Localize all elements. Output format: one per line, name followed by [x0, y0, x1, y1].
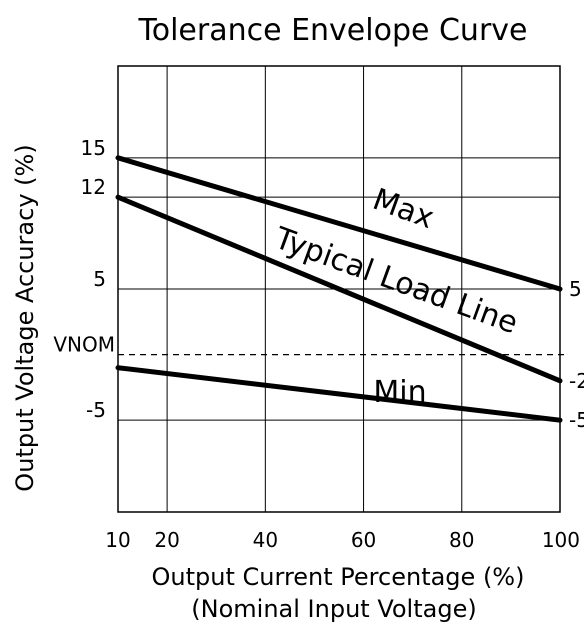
curve-label-max: Max: [368, 182, 438, 236]
end-label-min: -5: [569, 408, 584, 432]
y-axis-title: Output Voltage Accuracy (%): [11, 144, 39, 491]
plot-frame: [117, 65, 561, 513]
x-axis-subtitle: (Nominal Input Voltage): [191, 595, 476, 623]
y-tick-labels: 15 12 5 VNOM -5: [53, 136, 115, 422]
x-axis-title: Output Current Percentage (%): [152, 563, 525, 591]
x-tick-labels: 10 20 40 60 80 100: [105, 528, 580, 552]
curve-label-min: Min: [373, 375, 426, 410]
y-tick-label-5: 5: [93, 267, 106, 291]
x-tick-label-60: 60: [351, 528, 376, 552]
x-tick-label-100: 100: [542, 528, 580, 552]
chart-title: Tolerance Envelope Curve: [137, 13, 527, 48]
y-tick-label--5: -5: [86, 398, 106, 422]
series-line-typical-load-line: [115, 194, 563, 384]
x-tick-label-10: 10: [105, 528, 130, 552]
x-tick-label-20: 20: [154, 528, 179, 552]
y-tick-label-vnom: VNOM: [53, 333, 115, 357]
x-tick-label-40: 40: [253, 528, 278, 552]
grid: [118, 66, 560, 512]
end-value-labels: 5 -2 -5: [569, 277, 584, 432]
x-tick-label-80: 80: [449, 528, 474, 552]
end-label-typical-load-line: -2: [569, 369, 584, 393]
y-tick-label-15: 15: [81, 136, 106, 160]
series-line-min: [115, 365, 563, 423]
series-line-max: [115, 155, 563, 292]
end-label-max: 5: [569, 277, 582, 301]
y-tick-label-12: 12: [81, 175, 106, 199]
